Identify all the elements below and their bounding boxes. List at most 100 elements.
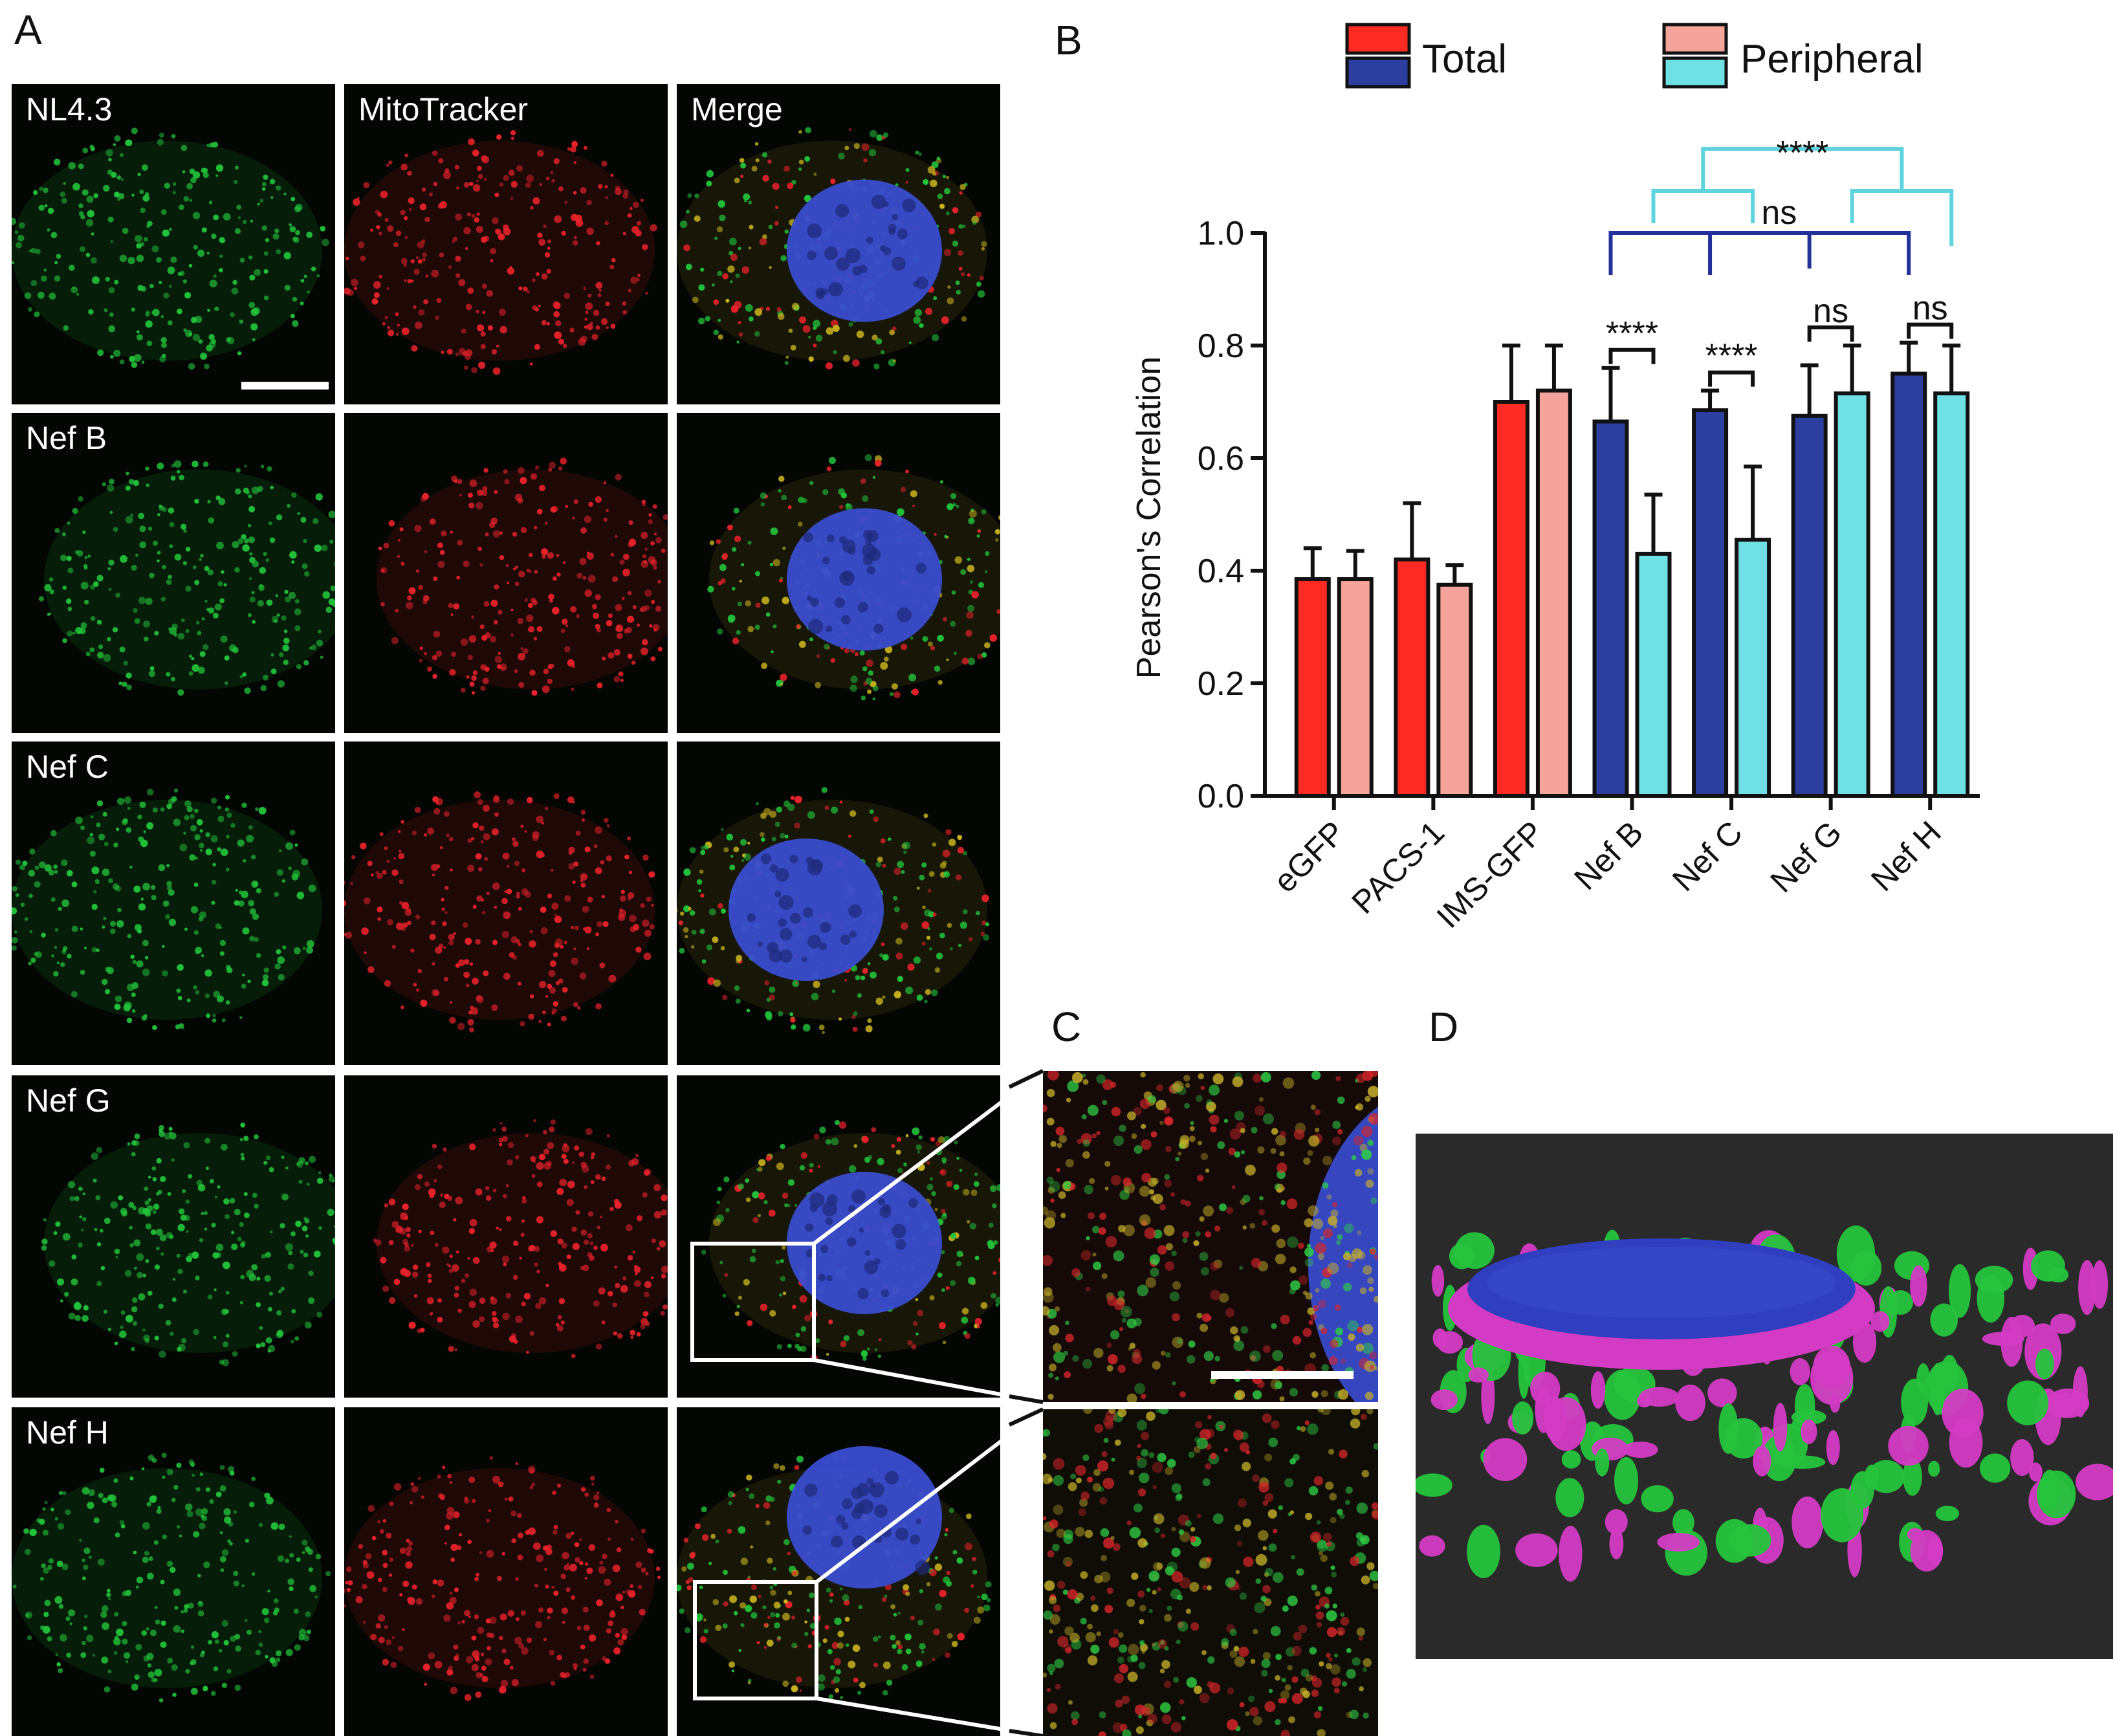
micrograph-nef-c-mitotracker [344, 742, 668, 1065]
panel-label-d: D [1429, 1004, 1459, 1050]
bar-total-egfp [1294, 577, 1331, 798]
row-label-nef-b: Nef B [26, 420, 107, 456]
row-label-nef-c: Nef C [26, 749, 109, 785]
chart-bars [1294, 340, 1970, 798]
micrograph-image-nef-h-merge [677, 1446, 992, 1699]
legend-swatch-peripheral-nef [1662, 56, 1728, 89]
micrograph-nef-c-nl4-3: Nef C [12, 742, 335, 1065]
micrograph-image-nef-h-mitotracker [344, 1456, 661, 1701]
bar-total-nef-b [1592, 419, 1629, 798]
micrograph-image-nef-b-mitotracker [377, 457, 668, 696]
micrograph-nl4-3-nl4-3: NL4.3 [12, 84, 335, 404]
scale-bar-inset [1211, 1371, 1353, 1379]
bar-peripheral-nef-g [1834, 391, 1870, 798]
bar-total-nef-c [1692, 408, 1729, 798]
micrograph-image-nef-g-mitotracker [373, 1119, 668, 1359]
micrograph-nef-h-nl4-3: Nef H [12, 1407, 335, 1736]
column-label-nl4-3: NL4.3 [26, 91, 113, 127]
bar-chart: Total Peripheral 0.0 0.2 0.4 0.6 0.8 1.0 eGFP P… [1130, 23, 1980, 935]
significance-bracket [1807, 325, 1854, 342]
x-tick-label: Nef C [1665, 814, 1749, 898]
bar-peripheral-nef-c [1735, 538, 1771, 798]
micrograph-image-nef-b-merge [707, 454, 1000, 701]
panel-label-c: C [1051, 1004, 1082, 1050]
micrograph-nef-g-merge [677, 1075, 1000, 1398]
zoom-inset-nef-h [1043, 1409, 1378, 1736]
micrograph-image-nl4-3-nl4-3 [12, 127, 329, 370]
micrograph-image-nef-h-nl4-3 [12, 1453, 331, 1703]
significance-bracket [1708, 370, 1755, 387]
legend-swatch-total-control [1345, 23, 1411, 55]
panel-label-a: A [14, 6, 42, 53]
bracket-peripheral-right [1850, 189, 1954, 246]
panel-d-3d-image [1416, 1225, 2113, 1582]
micrograph-nef-h-merge [677, 1407, 1000, 1736]
bar-peripheral-nef-b [1635, 551, 1672, 798]
micrograph-image-nef-g-nl4-3 [41, 1123, 335, 1367]
y-tick-label: 1.0 [1198, 215, 1244, 252]
significance-bracket [1907, 322, 1954, 339]
significance-label-peripheral: **** [1776, 135, 1828, 172]
micrograph-nl4-3-mitotracker: MitoTracker [344, 84, 668, 404]
panel-label-b: B [1055, 17, 1082, 63]
bar-total-pacs-1 [1394, 557, 1430, 798]
y-tick-label: 0.6 [1198, 440, 1244, 478]
panel-d-3d-render [1416, 1134, 2113, 1659]
row-label-nef-h: Nef H [26, 1414, 109, 1451]
micrograph-image-nef-c-mitotracker [344, 791, 655, 1033]
column-label-mitotracker: MitoTracker [358, 91, 529, 127]
x-tick-label: Nef G [1763, 814, 1848, 899]
scale-bar-main [241, 382, 329, 390]
row-label-nef-g: Nef G [26, 1082, 111, 1119]
micrograph-image-nef-c-merge [677, 787, 990, 1035]
bar-total-ims-gfp [1493, 400, 1529, 798]
y-tick-label: 0.0 [1198, 778, 1244, 815]
significance-label: **** [1606, 315, 1658, 353]
zoom-box-nef-h [693, 1580, 818, 1700]
bar-peripheral-ims-gfp [1535, 388, 1572, 798]
column-label-merge: Merge [691, 91, 783, 127]
legend-label-total: Total [1422, 37, 1507, 82]
y-tick-label: 0.2 [1198, 665, 1244, 703]
x-tick-label: Nef H [1864, 814, 1948, 898]
significance-annotations: **** **** ns ns ns **** [1606, 135, 1954, 387]
bar-total-nef-g [1791, 413, 1828, 798]
micrograph-image-nl4-3-merge [677, 127, 987, 369]
x-tick-label: IMS-GFP [1430, 814, 1551, 935]
bar-peripheral-egfp [1337, 577, 1374, 798]
micrograph-image-nef-c-nl4-3 [12, 788, 322, 1030]
zoom-inset-nef-h-image [1043, 1409, 1378, 1736]
significance-label-total-ns: ns [1761, 194, 1797, 232]
micrograph-nef-g-mitotracker [344, 1075, 668, 1398]
legend-label-peripheral: Peripheral [1740, 37, 1923, 82]
x-tick-label: Nef B [1567, 814, 1650, 897]
legend-swatch-total-nef [1345, 56, 1411, 89]
micrograph-nl4-3-merge: Merge [677, 84, 1000, 404]
micrograph-nef-b-mitotracker [344, 413, 668, 733]
micrograph-image-nef-g-merge [701, 1120, 1000, 1362]
micrograph-nef-g-nl4-3: Nef G [12, 1075, 335, 1398]
zoom-box-nef-g [690, 1242, 816, 1362]
chart-legend: Total Peripheral [1345, 23, 1923, 89]
micrograph-image-nef-b-nl4-3 [38, 460, 335, 696]
significance-label: ns [1813, 292, 1848, 330]
significance-label: **** [1705, 338, 1758, 375]
bracket-total-ns [1608, 231, 1911, 275]
y-tick-label: 0.8 [1198, 327, 1244, 365]
micrograph-nef-h-mitotracker [344, 1407, 668, 1736]
significance-bracket [1608, 347, 1656, 364]
x-tick-label: eGFP [1267, 814, 1352, 899]
legend-swatch-peripheral-control [1662, 23, 1728, 55]
micrograph-nef-b-nl4-3: Nef B [12, 413, 335, 733]
zoom-inset-nef-g [1043, 1071, 1378, 1402]
bracket-peripheral-left [1651, 189, 1755, 223]
micrograph-nef-c-merge [677, 742, 1000, 1065]
micrograph-image-nl4-3-mitotracker [344, 130, 657, 375]
bar-total-nef-h [1890, 371, 1927, 798]
bar-peripheral-nef-h [1933, 391, 1970, 798]
significance-label: ns [1912, 290, 1948, 327]
micrograph-nef-b-merge [677, 413, 1000, 733]
y-axis-label: Pearson's Correlation [1130, 357, 1168, 679]
bar-peripheral-pacs-1 [1436, 582, 1473, 798]
